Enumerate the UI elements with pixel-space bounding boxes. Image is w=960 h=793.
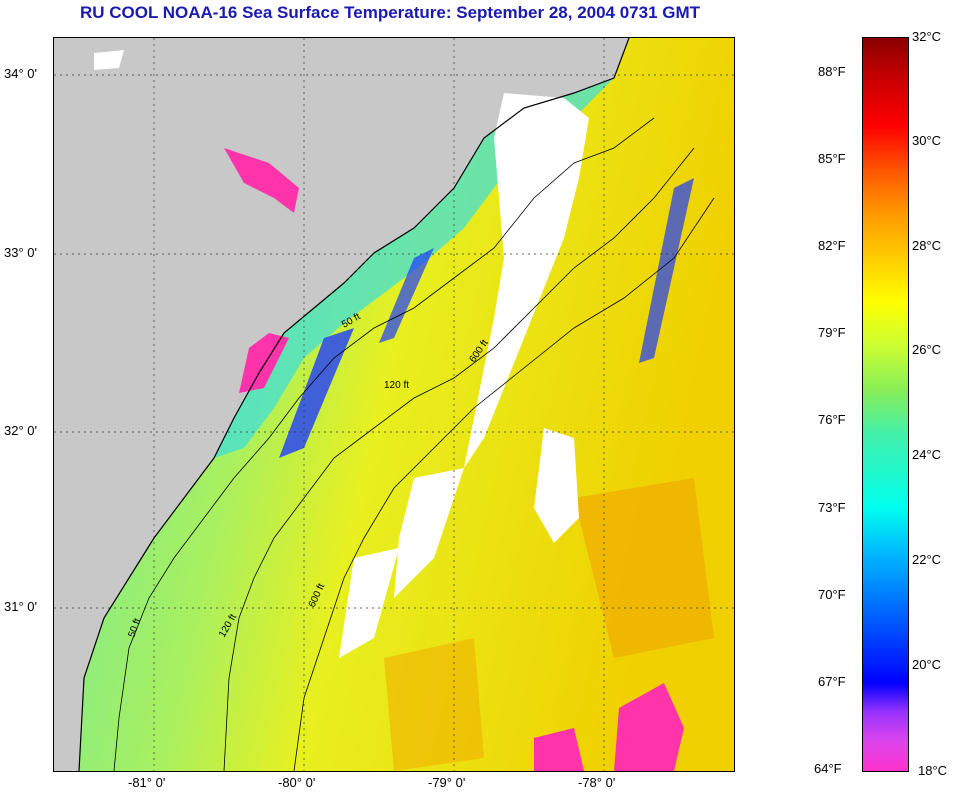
cloud-mask <box>464 93 589 468</box>
sst-map-canvas: 50 ft 120 ft 600 ft 50 ft 120 ft 600 ft <box>54 38 734 771</box>
sst-map[interactable]: 50 ft 120 ft 600 ft 50 ft 120 ft 600 ft <box>53 37 735 772</box>
temperature-colorbar <box>862 37 909 772</box>
celsius-label: 32°C <box>912 29 942 44</box>
celsius-label: 28°C <box>912 238 942 253</box>
cold-patch <box>534 728 584 771</box>
fahrenheit-label: 73°F <box>818 500 846 515</box>
lon-label: -81° 0' <box>128 775 166 790</box>
cold-streak <box>279 328 354 458</box>
isobath-50ft <box>113 117 655 771</box>
celsius-label: 22°C <box>912 552 942 567</box>
lat-label: 32° 0' <box>4 423 37 438</box>
lon-label: -80° 0' <box>278 775 316 790</box>
cold-patch <box>224 148 299 213</box>
cold-patch <box>614 683 684 771</box>
isobath-120ft <box>223 147 695 771</box>
warm-patch <box>384 638 484 771</box>
celsius-label: 18°C <box>918 763 948 778</box>
cloud-mask <box>94 50 124 70</box>
fahrenheit-label: 82°F <box>818 238 846 253</box>
contour-label: 120 ft <box>384 380 409 391</box>
lat-label: 34° 0' <box>4 66 37 81</box>
coastline <box>78 38 630 771</box>
fahrenheit-label: 79°F <box>818 325 846 340</box>
fahrenheit-label: 76°F <box>818 412 846 427</box>
cloud-mask <box>394 468 464 598</box>
celsius-label: 26°C <box>912 342 942 357</box>
fahrenheit-label: 70°F <box>818 587 846 602</box>
lon-label: -79° 0' <box>428 775 466 790</box>
ocean-area <box>79 38 734 771</box>
fahrenheit-label: 67°F <box>818 674 846 689</box>
lat-label: 31° 0' <box>4 599 37 614</box>
celsius-label: 30°C <box>912 133 942 148</box>
cloud-mask <box>534 428 579 543</box>
cold-streak <box>379 248 434 343</box>
graticule <box>54 38 734 771</box>
lat-label: 33° 0' <box>4 245 37 260</box>
cold-streak <box>639 178 694 363</box>
cloud-mask <box>339 548 399 658</box>
celsius-label: 24°C <box>912 447 942 462</box>
cold-patch <box>239 333 289 393</box>
isobath-600ft <box>293 197 715 771</box>
warm-patch <box>574 478 714 658</box>
fahrenheit-label: 64°F <box>814 761 842 776</box>
lon-label: -78° 0' <box>578 775 616 790</box>
map-title: RU COOL NOAA-16 Sea Surface Temperature:… <box>79 3 701 22</box>
celsius-label: 20°C <box>912 657 942 672</box>
fahrenheit-label: 85°F <box>818 151 846 166</box>
fahrenheit-label: 88°F <box>818 64 846 79</box>
